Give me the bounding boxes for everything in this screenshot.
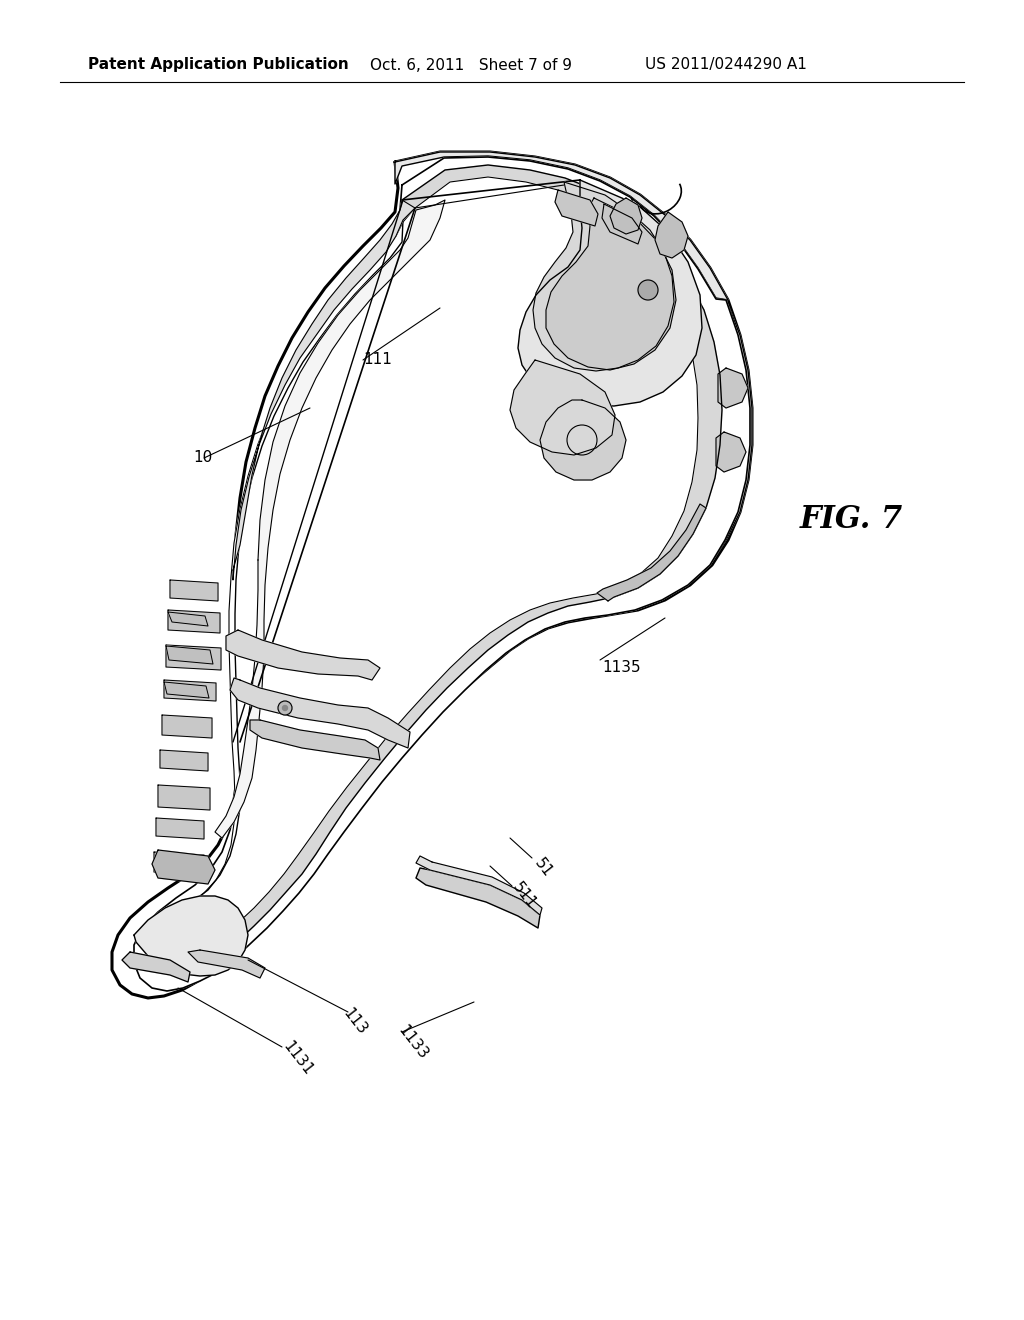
Polygon shape [166,645,213,664]
Text: 113: 113 [340,1006,370,1038]
Text: FIG. 7: FIG. 7 [800,504,903,536]
Polygon shape [540,400,626,480]
Polygon shape [162,715,212,738]
Text: US 2011/0244290 A1: US 2011/0244290 A1 [645,58,807,73]
Polygon shape [122,952,190,982]
Polygon shape [610,198,642,234]
Polygon shape [112,152,752,998]
Text: 1131: 1131 [280,1038,315,1078]
Polygon shape [134,157,750,991]
Circle shape [278,701,292,715]
Polygon shape [156,818,204,840]
Text: Oct. 6, 2011   Sheet 7 of 9: Oct. 6, 2011 Sheet 7 of 9 [370,58,572,73]
Polygon shape [175,177,698,952]
Polygon shape [160,165,722,974]
Polygon shape [416,855,542,915]
Polygon shape [395,152,728,300]
Text: 511: 511 [510,880,540,912]
Polygon shape [164,680,216,701]
Polygon shape [158,785,210,810]
Polygon shape [152,850,215,884]
Text: Patent Application Publication: Patent Application Publication [88,58,349,73]
Circle shape [638,280,658,300]
Polygon shape [510,360,615,455]
Polygon shape [597,504,706,601]
Text: 10: 10 [193,450,212,466]
Polygon shape [716,432,746,473]
Text: 1133: 1133 [395,1022,431,1061]
Text: 111: 111 [362,352,392,367]
Polygon shape [534,182,674,371]
Text: 1135: 1135 [602,660,641,676]
Polygon shape [518,180,702,407]
Polygon shape [608,300,752,615]
Polygon shape [154,851,204,875]
Polygon shape [555,190,598,226]
Circle shape [283,705,288,710]
Polygon shape [226,630,380,680]
Polygon shape [170,579,218,601]
Polygon shape [546,198,676,370]
Polygon shape [168,610,220,634]
Polygon shape [416,869,540,928]
Polygon shape [166,645,221,671]
Polygon shape [215,201,445,838]
Polygon shape [134,896,248,975]
Polygon shape [233,201,415,579]
Polygon shape [250,719,380,760]
Polygon shape [168,612,208,626]
Polygon shape [602,205,642,244]
Polygon shape [164,682,209,698]
Polygon shape [188,950,265,978]
Text: 51: 51 [532,855,556,880]
Polygon shape [160,750,208,771]
Polygon shape [718,368,748,408]
Polygon shape [655,213,688,257]
Polygon shape [230,678,410,748]
